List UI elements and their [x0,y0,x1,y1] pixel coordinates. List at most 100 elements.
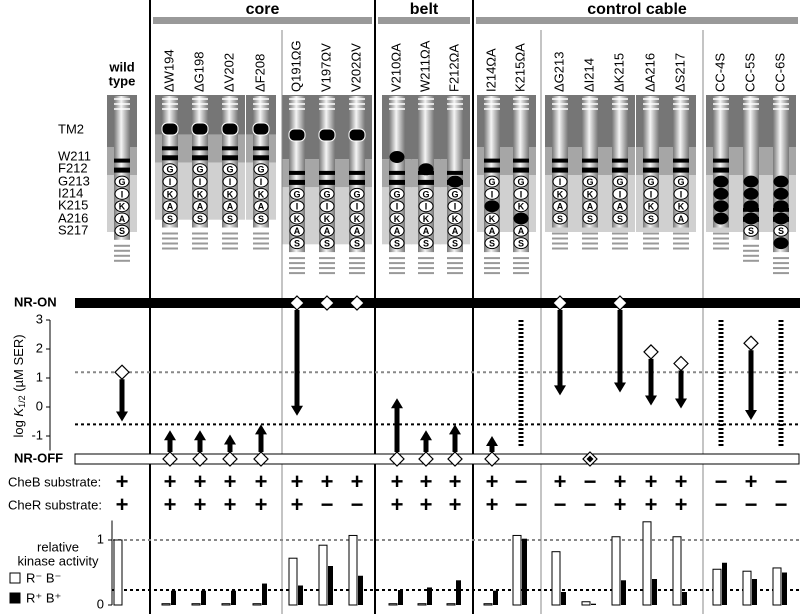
residue-label: S [748,226,754,236]
marker-label: -1 [166,124,174,134]
residue-label: I [229,177,232,187]
residue [114,175,130,188]
substrate-sign: − [321,492,334,517]
kinase-bar-black [621,580,626,605]
marker-box [191,122,209,136]
residue [192,163,208,176]
residue-label: A [423,226,430,236]
substrate-sign: + [391,492,404,517]
kinase-bar-white [712,568,722,606]
rung [389,179,405,185]
residue [162,212,178,225]
marker-box [348,128,366,142]
residue-label: G [353,189,360,199]
arrow [645,358,657,406]
residue [289,200,305,213]
diamond [389,451,405,467]
kinase-bar-black [493,590,498,605]
residue [484,212,500,225]
kinase-bar-white [772,567,782,606]
residue-label: A [452,177,459,187]
kinase-bar-white [113,539,123,606]
residue [289,187,305,200]
kinase-bar-black [398,590,403,605]
row-label: I214 [58,185,83,200]
rung [513,158,529,163]
row-label: G213 [58,173,90,188]
row-label: TM2 [58,121,84,136]
residue-label: A [518,226,525,236]
rung [643,158,659,163]
kinase-bar-black [298,585,303,605]
kinase-bar-white [417,603,427,606]
legend-swatch [9,592,21,604]
diamond [673,355,689,372]
residue [289,237,305,250]
residue [349,224,365,237]
residue-label: G [586,177,593,187]
residue-label: I [619,189,622,199]
residue-label: A [489,226,496,236]
residue-label: G [196,165,203,175]
row-label: A216 [58,210,88,225]
kinase-bar-black [171,590,176,605]
residue-label: K [197,189,204,199]
arrow [554,310,566,396]
residue [552,212,568,225]
nr-on-bar [75,298,800,308]
substrate-sign: + [675,469,688,494]
residue-label: G [677,177,684,187]
marker-label: +1 [352,130,362,140]
column-name: ΔW194 [161,49,176,92]
rung [253,146,269,151]
rung [253,155,269,161]
column-name: K215ΩA [512,43,527,92]
residue-label: A [197,202,204,212]
residue [513,187,529,200]
group-bar [378,17,470,24]
row-label: K215 [58,197,88,212]
column-name: CC-6S [772,53,787,92]
kinase-bar-white [512,534,522,606]
residue [673,212,689,225]
residue-label: A [423,165,430,175]
substrate-sign: + [645,492,658,517]
residue-label: S [489,238,495,248]
residue [162,163,178,176]
residue-label: G [118,177,125,187]
diamond [319,295,335,311]
diamond [612,295,628,311]
rung [582,158,598,163]
substrate-sign: − [775,469,788,494]
marker-label: -1 [257,124,265,134]
column-name: V202ΩV [348,43,363,92]
rung [349,179,365,185]
rung [447,170,463,175]
residue [253,175,269,188]
kinase-tick-label: 1 [97,531,104,546]
residue [222,187,238,200]
residue-label: A [557,202,564,212]
residue-label: S [718,189,724,199]
residue-label: A [227,202,234,212]
kinase-bar-black [522,538,527,605]
arrow [224,434,236,452]
residue-label: G [517,177,524,187]
rung [222,155,238,161]
residue-label: S [718,177,724,187]
residue-label: S [748,202,754,212]
kinase-bar-white [221,603,231,606]
residue [222,175,238,188]
residue-label: S [778,238,784,248]
column-name: ΔG213 [551,52,566,93]
residue [643,212,659,225]
substrate-sign: − [584,492,597,517]
kinase-bar-black [201,590,206,605]
residue [643,175,659,188]
residue [773,187,789,200]
kinase-bar-white [388,603,398,606]
substrate-label: CheB substrate: [8,474,101,489]
substrate-sign: + [351,469,364,494]
substrate-sign: + [486,469,499,494]
residue [773,212,789,225]
